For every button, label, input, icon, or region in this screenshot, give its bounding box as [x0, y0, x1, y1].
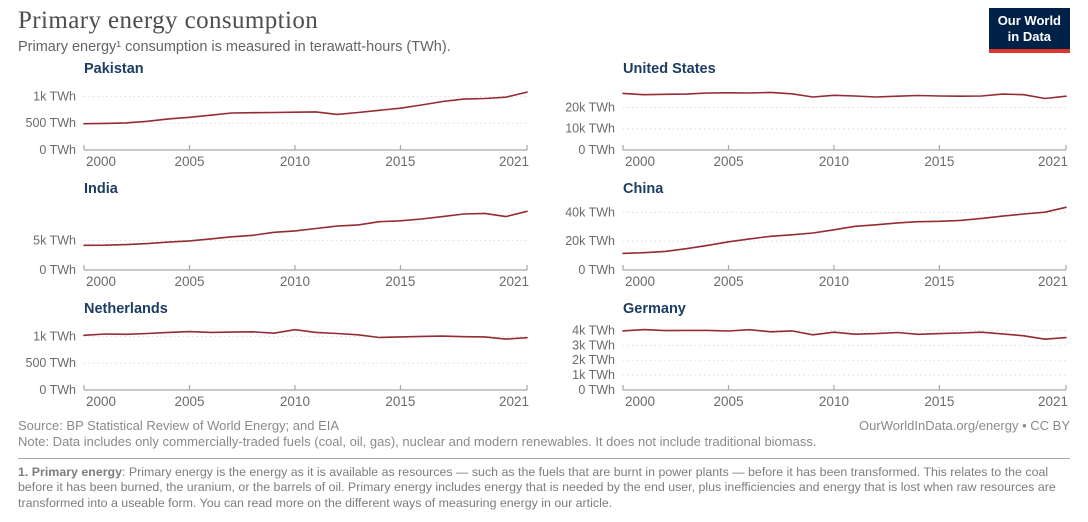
chart-title: India	[84, 181, 118, 197]
chart-title: Netherlands	[84, 301, 168, 317]
svg-text:1k TWh: 1k TWh	[33, 329, 76, 343]
footer: Source: BP Statistical Review of World E…	[0, 418, 1088, 451]
header-text: Primary energy consumption Primary energ…	[18, 7, 451, 55]
svg-text:4k TWh: 4k TWh	[572, 323, 615, 337]
svg-text:2000: 2000	[625, 154, 655, 169]
svg-text:500 TWh: 500 TWh	[26, 356, 77, 370]
svg-text:2005: 2005	[713, 394, 743, 409]
svg-text:0 TWh: 0 TWh	[578, 383, 615, 397]
chart-plot-area[interactable]: 0 TWh 5k TWh 2000 2005 2010 2015 2021	[18, 198, 531, 291]
chart-india: India 0 TWh 5k TWh 2000 2005 2010 2015 2021	[18, 181, 531, 291]
svg-text:2000: 2000	[86, 274, 116, 289]
svg-text:1k TWh: 1k TWh	[33, 89, 76, 103]
svg-text:0 TWh: 0 TWh	[39, 263, 76, 277]
chart-netherlands: Netherlands 0 TWh 500 TWh 1k TWh 2000 2005 20…	[18, 301, 531, 411]
svg-text:2015: 2015	[924, 154, 954, 169]
svg-text:500 TWh: 500 TWh	[26, 116, 77, 130]
page-subtitle: Primary energy¹ consumption is measured …	[18, 39, 451, 55]
svg-text:2021: 2021	[499, 394, 529, 409]
svg-text:1k TWh: 1k TWh	[572, 368, 615, 382]
svg-text:2021: 2021	[1038, 274, 1068, 289]
svg-text:2005: 2005	[713, 154, 743, 169]
svg-text:2015: 2015	[385, 394, 415, 409]
svg-text:2015: 2015	[385, 274, 415, 289]
svg-text:5k TWh: 5k TWh	[33, 233, 76, 247]
svg-text:20k TWh: 20k TWh	[565, 100, 615, 114]
chart-pakistan: Pakistan 0 TWh 500 TWh 1k TWh 2000 2005 2010 2…	[18, 61, 531, 171]
svg-text:0 TWh: 0 TWh	[578, 143, 615, 157]
svg-text:0 TWh: 0 TWh	[39, 143, 76, 157]
credit-link[interactable]: OurWorldInData.org/energy	[859, 418, 1019, 433]
credit-license: • CC BY	[1018, 418, 1070, 433]
svg-text:0 TWh: 0 TWh	[578, 263, 615, 277]
svg-text:2000: 2000	[625, 394, 655, 409]
footnote-divider	[18, 457, 1070, 459]
svg-text:2005: 2005	[174, 154, 204, 169]
chart-title: China	[623, 181, 664, 197]
svg-text:2000: 2000	[86, 154, 116, 169]
svg-text:20k TWh: 20k TWh	[565, 234, 615, 248]
svg-text:2015: 2015	[924, 274, 954, 289]
footnote-lead: 1. Primary energy	[18, 464, 123, 479]
svg-text:2015: 2015	[385, 154, 415, 169]
chart-plot-area[interactable]: 0 TWh 20k TWh 40k TWh 2000 2005 2010 2015 2021	[557, 198, 1070, 291]
svg-text:0 TWh: 0 TWh	[39, 383, 76, 397]
svg-text:2010: 2010	[819, 394, 849, 409]
footer-source-row: Source: BP Statistical Review of World E…	[18, 418, 1070, 434]
svg-text:2000: 2000	[625, 274, 655, 289]
svg-text:2021: 2021	[1038, 154, 1068, 169]
svg-text:2021: 2021	[499, 154, 529, 169]
page-title: Primary energy consumption	[18, 7, 319, 34]
charts-grid: Pakistan 0 TWh 500 TWh 1k TWh 2000 2005 2010 2…	[0, 55, 1088, 411]
svg-text:2010: 2010	[819, 274, 849, 289]
footnote-text: : Primary energy is the energy as it is …	[18, 464, 1056, 511]
chart-china: China 0 TWh 20k TWh 40k TWh 2000 2005 2010 201…	[557, 181, 1070, 291]
svg-text:2015: 2015	[924, 394, 954, 409]
chart-plot-area[interactable]: 0 TWh 500 TWh 1k TWh 2000 2005 2010 2015 2021	[18, 78, 531, 171]
svg-text:2005: 2005	[713, 274, 743, 289]
chart-title: Germany	[623, 301, 686, 317]
svg-text:2010: 2010	[280, 394, 310, 409]
source-text: Source: BP Statistical Review of World E…	[18, 418, 340, 433]
svg-text:2k TWh: 2k TWh	[572, 353, 615, 367]
owid-logo[interactable]: Our World in Data	[988, 8, 1070, 53]
owid-logo-line2: in Data	[1007, 29, 1052, 45]
footnote: 1. Primary energy: Primary energy is the…	[0, 465, 1088, 513]
svg-text:10k TWh: 10k TWh	[565, 122, 615, 136]
svg-text:2021: 2021	[1038, 394, 1068, 409]
svg-text:2021: 2021	[499, 274, 529, 289]
chart-plot-area[interactable]: 0 TWh 500 TWh 1k TWh 2000 2005 2010 2015 2021	[18, 318, 531, 411]
credit-text: OurWorldInData.org/energy • CC BY	[859, 418, 1070, 434]
footer-note: Note: Data includes only commercially-tr…	[18, 434, 817, 450]
svg-text:2000: 2000	[86, 394, 116, 409]
svg-text:2005: 2005	[174, 274, 204, 289]
chart-title: United States	[623, 61, 716, 77]
chart-united-states: United States 0 TWh 10k TWh 20k TWh 2000 200…	[557, 61, 1070, 171]
svg-text:2010: 2010	[280, 274, 310, 289]
chart-title: Pakistan	[84, 61, 144, 77]
chart-germany: Germany 0 TWh 1k TWh 2k TWh 3k TWh 4k TWh 200…	[557, 301, 1070, 411]
header: Primary energy consumption Primary energ…	[0, 0, 1088, 55]
svg-text:2005: 2005	[174, 394, 204, 409]
svg-text:2010: 2010	[280, 154, 310, 169]
chart-plot-area[interactable]: 0 TWh 10k TWh 20k TWh 2000 2005 2010 2015 2021	[557, 78, 1070, 171]
owid-logo-line1: Our World	[997, 13, 1061, 28]
chart-plot-area[interactable]: 0 TWh 1k TWh 2k TWh 3k TWh 4k TWh 2000 2005 201…	[557, 318, 1070, 411]
svg-text:40k TWh: 40k TWh	[565, 205, 615, 219]
svg-text:3k TWh: 3k TWh	[572, 338, 615, 352]
svg-text:2010: 2010	[819, 154, 849, 169]
